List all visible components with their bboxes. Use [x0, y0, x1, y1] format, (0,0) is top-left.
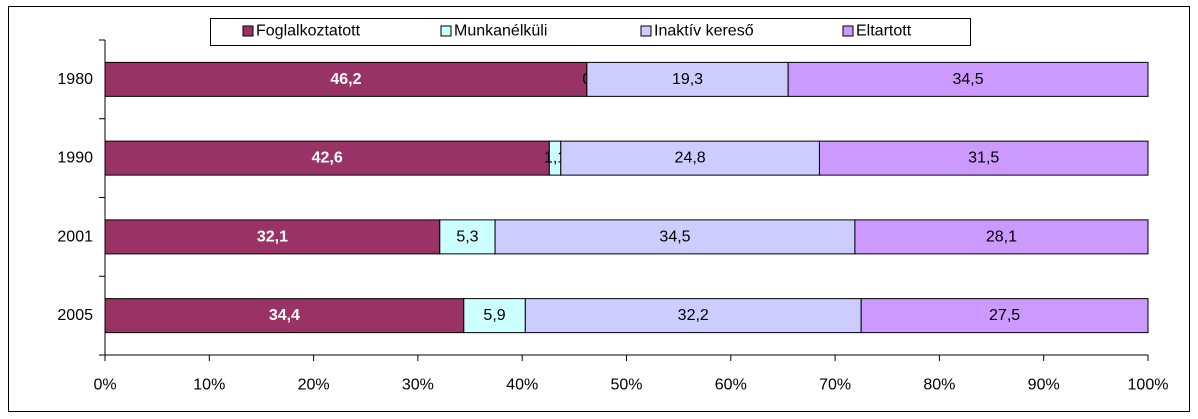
data-label: 42,6: [312, 150, 343, 167]
bar-segment: [104, 219, 441, 255]
data-label: 32,1: [257, 228, 288, 245]
x-tick-label: 30%: [402, 377, 434, 394]
legend-swatch: [242, 25, 254, 37]
x-tick-label: 100%: [1128, 377, 1169, 394]
data-label: 28,1: [986, 228, 1017, 245]
bar-segment: [854, 219, 1149, 255]
legend-label: Inaktív kereső: [654, 23, 754, 40]
bar-segment: [818, 140, 1149, 176]
bar-segment: [104, 140, 550, 176]
bar-segment: [104, 298, 465, 334]
legend-label: Foglalkoztatott: [256, 23, 361, 40]
data-label: 32,2: [678, 307, 709, 324]
data-label: 27,5: [989, 307, 1020, 324]
x-tick-label: 20%: [298, 377, 330, 394]
legend-label: Eltartott: [856, 23, 912, 40]
bar-segment: [494, 219, 856, 255]
x-tick-label: 40%: [506, 377, 538, 394]
legend-swatch: [640, 25, 652, 37]
bar-segment: [463, 298, 526, 334]
bar-segment: [104, 61, 588, 97]
legend-label: Munkanélküli: [454, 23, 547, 40]
x-tick-label: 90%: [1028, 377, 1060, 394]
x-tick-label: 10%: [193, 377, 225, 394]
data-label: 19,3: [672, 71, 703, 88]
x-tick-label: 50%: [610, 377, 642, 394]
y-tick-label: 1980: [57, 71, 93, 88]
data-label: 46,2: [330, 71, 361, 88]
x-tick-label: 80%: [923, 377, 955, 394]
data-label: 34,5: [659, 228, 690, 245]
y-tick-label: 1990: [57, 150, 93, 167]
x-tick-label: 70%: [819, 377, 851, 394]
bar-segment: [524, 298, 862, 334]
data-label: 24,8: [675, 150, 706, 167]
x-tick-label: 60%: [715, 377, 747, 394]
y-tick-label: 2005: [57, 307, 93, 324]
legend-swatch: [842, 25, 854, 37]
x-tick-label: 0%: [93, 377, 116, 394]
y-tick-label: 2001: [57, 228, 93, 245]
bar-segment: [787, 61, 1149, 97]
data-label: 31,5: [968, 150, 999, 167]
data-label: 34,5: [953, 71, 984, 88]
legend-swatch: [440, 25, 452, 37]
data-label: 5,9: [483, 307, 505, 324]
data-label: 34,4: [269, 307, 300, 324]
data-label: 5,3: [456, 228, 478, 245]
bar-segment: [560, 140, 820, 176]
bar-segment: [860, 298, 1149, 334]
